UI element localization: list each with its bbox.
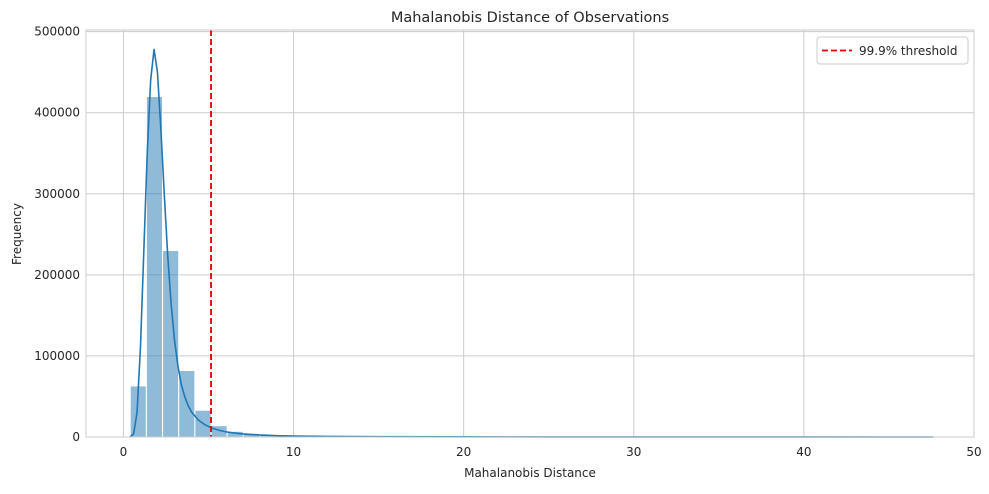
plot-area: [86, 30, 974, 437]
chart-title: Mahalanobis Distance of Observations: [391, 10, 669, 26]
legend: 99.9% threshold: [817, 37, 968, 64]
y-tick-label: 0: [72, 430, 80, 444]
y-tick-label: 500000: [34, 25, 80, 39]
y-tick-label: 300000: [34, 187, 80, 201]
histogram-bar: [163, 251, 179, 437]
y-axis-label: Frequency: [10, 203, 24, 265]
y-tick-label: 400000: [34, 106, 80, 120]
x-tick-label: 40: [796, 445, 811, 459]
y-tick-label: 200000: [34, 268, 80, 282]
x-tick-label: 20: [456, 445, 471, 459]
x-tick-label: 30: [626, 445, 641, 459]
y-tick-label: 100000: [34, 349, 80, 363]
x-tick-label: 10: [286, 445, 301, 459]
legend-threshold-label: 99.9% threshold: [859, 44, 957, 58]
x-tick-label: 0: [120, 445, 128, 459]
x-axis-label: Mahalanobis Distance: [464, 466, 596, 480]
histogram-bar: [146, 96, 162, 437]
x-tick-label: 50: [966, 445, 981, 459]
